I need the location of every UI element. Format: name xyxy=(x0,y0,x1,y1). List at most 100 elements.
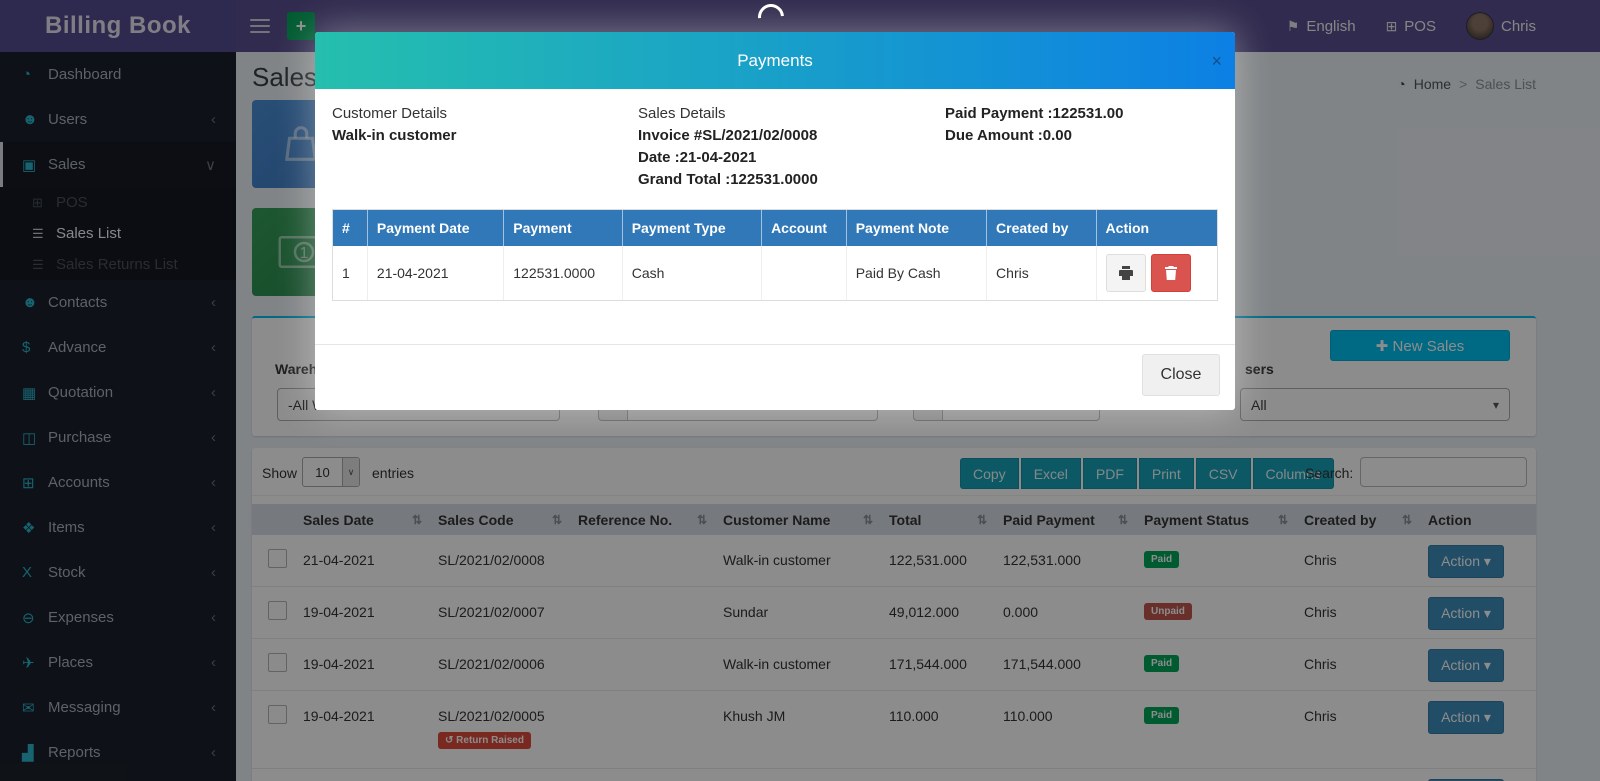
language-label: English xyxy=(1306,17,1356,35)
row-action-button[interactable]: Action ▾ xyxy=(1428,597,1504,630)
column-header-sales-date[interactable]: Sales Date ⇅ xyxy=(303,511,422,528)
export-excel-button[interactable]: Excel xyxy=(1020,458,1081,489)
row-action-button[interactable]: Action ▾ xyxy=(1428,545,1504,578)
sidebar-item-stock[interactable]: X Stock ‹ xyxy=(22,564,216,581)
paid-payment-cell: 110.000 xyxy=(1003,708,1053,724)
language-menu[interactable]: ⚑ English xyxy=(1287,18,1356,35)
export-columns-button[interactable]: Columns xyxy=(1252,458,1334,489)
calendar-icon: ▦ xyxy=(22,384,37,402)
export-csv-button[interactable]: CSV xyxy=(1195,458,1251,489)
total-cell: 171,544.000 xyxy=(889,656,967,672)
customer-details-heading: Customer Details xyxy=(332,105,448,122)
column-header-payment-status[interactable]: Payment Status ⇅ xyxy=(1144,511,1288,528)
chevron-icon: ‹ xyxy=(211,744,216,761)
breadcrumb-home[interactable]: Home xyxy=(1413,76,1452,92)
payment-status-cell: Paid xyxy=(1136,691,1296,768)
return-icon: ↺ xyxy=(445,735,457,746)
column-header-sales-code[interactable]: Sales Code ⇅ xyxy=(438,511,562,528)
sidebar-item-accounts[interactable]: ⊞ Accounts ‹ xyxy=(22,474,216,492)
export-pdf-button[interactable]: PDF xyxy=(1082,458,1137,489)
column-header-customer-name[interactable]: Customer Name ⇅ xyxy=(723,511,873,528)
box-icon: ◫ xyxy=(22,429,37,447)
new-sales-button[interactable]: ✚ New Sales xyxy=(1330,330,1510,361)
dashboard-icon: ◔ xyxy=(22,66,32,83)
sidebar-item-items[interactable]: ❖ Items ‹ xyxy=(22,519,216,537)
chevron-icon: ‹ xyxy=(211,429,216,446)
column-header-paid-payment[interactable]: Paid Payment ⇅ xyxy=(1003,511,1128,528)
export-button-group: Copy Excel PDF Print CSV Columns xyxy=(960,458,1334,489)
sidebar-item-sales[interactable]: ▣ Sales ∨ xyxy=(0,142,236,187)
paid-payment-cell: 171,544.000 xyxy=(1003,656,1081,672)
customer-name-cell: Sundar xyxy=(723,604,769,620)
delete-payment-button[interactable] xyxy=(1150,254,1191,292)
export-copy-button[interactable]: Copy xyxy=(960,458,1019,489)
row-action-button[interactable]: Action ▾ xyxy=(1428,779,1504,781)
page-size-select[interactable]: 10 ∨ xyxy=(302,457,360,487)
payment-action-cell xyxy=(1097,246,1217,300)
payment-row: 1 21-04-2021 122531.0000 Cash Paid By Cash Ch… xyxy=(333,246,1217,300)
column-header-created-by[interactable]: Created by ⇅ xyxy=(1304,511,1412,528)
row-checkbox[interactable] xyxy=(268,549,287,568)
payments-column-payment-note: Payment Note xyxy=(847,210,988,246)
sidebar-item-messaging[interactable]: ✉ Messaging ‹ xyxy=(22,699,216,717)
sidebar-item-contacts[interactable]: ☻ Contacts ‹ xyxy=(22,294,216,311)
row-checkbox[interactable] xyxy=(268,705,287,724)
chevron-icon: ‹ xyxy=(211,294,216,311)
print-payment-button[interactable] xyxy=(1105,254,1146,292)
sidebar-item-expenses[interactable]: ⊖ Expenses ‹ xyxy=(22,609,216,627)
hourglass-icon: X xyxy=(22,564,33,581)
row-checkbox[interactable] xyxy=(268,601,287,620)
paid-payment: Paid Payment :122531.00 xyxy=(945,105,1124,122)
total-cell: 110.000 xyxy=(889,708,939,724)
breadcrumb-current: Sales List xyxy=(1475,76,1536,92)
pos-icon: ⊞ xyxy=(1385,17,1398,34)
user-menu[interactable]: Chris xyxy=(1465,12,1536,40)
customer-details-block: Customer Details Walk-in customer xyxy=(332,105,638,193)
sidebar-item-sales-returns-list[interactable]: ☰ Sales Returns List xyxy=(32,256,178,273)
row-checkbox[interactable] xyxy=(268,653,287,672)
close-icon[interactable]: × xyxy=(1211,50,1222,71)
created-by-cell: Chris xyxy=(1304,708,1337,724)
payments-modal: Payments × Customer Details Walk-in cust… xyxy=(315,32,1235,410)
sidebar-item-users[interactable]: ☻ Users ‹ xyxy=(22,111,216,128)
sidebar-item-sales-list[interactable]: ☰ Sales List xyxy=(32,225,122,242)
account-cell xyxy=(762,246,847,300)
sidebar-item-reports[interactable]: ▟ Reports ‹ xyxy=(22,744,216,762)
sidebar-item-quotation[interactable]: ▦ Quotation ‹ xyxy=(22,384,216,402)
sort-icon: ⇅ xyxy=(696,512,707,527)
caret-down-icon: ▾ xyxy=(1483,605,1491,621)
sidebar-item-pos[interactable]: ⊞ POS xyxy=(32,194,88,211)
list-icon: ☰ xyxy=(32,225,44,241)
column-header-total[interactable]: Total ⇅ xyxy=(889,511,987,528)
sidebar-submenu: ⊞ POS ☰ Sales List ☰ Sales Returns List xyxy=(0,187,236,280)
invoice-number: Invoice #SL/2021/02/0008 xyxy=(638,127,818,144)
row-action-button[interactable]: Action ▾ xyxy=(1428,649,1504,682)
chevron-icon: ‹ xyxy=(211,339,216,356)
close-button[interactable]: Close xyxy=(1142,354,1220,396)
sidebar-item-dashboard[interactable]: ◔ Dashboard xyxy=(22,66,122,83)
sidebar-toggle-icon[interactable] xyxy=(250,15,270,37)
chevron-icon: ‹ xyxy=(211,474,216,491)
users-select[interactable]: All ▾ xyxy=(1240,388,1510,421)
sidebar-item-places[interactable]: ✈ Places ‹ xyxy=(22,654,216,672)
pos-label: POS xyxy=(1404,17,1436,35)
search-label: Search: xyxy=(1305,465,1354,481)
sort-icon: ⇅ xyxy=(862,512,873,527)
payment-type-cell: Cash xyxy=(623,246,763,300)
search-input[interactable] xyxy=(1360,457,1527,487)
export-print-button[interactable]: Print xyxy=(1138,458,1194,489)
sales-code-cell: SL/2021/02/0008 xyxy=(438,552,545,568)
envelope-icon: ✉ xyxy=(22,699,35,717)
modal-title: Payments xyxy=(737,50,813,70)
quick-add-button[interactable]: + xyxy=(287,12,315,40)
sales-table-body: 21-04-2021 SL/2021/02/0008 Walk-in custome… xyxy=(252,535,1536,781)
table-row: 19-04-2021 SL/2021/02/0005 ↺ Return Raised… xyxy=(252,691,1536,769)
pos-link[interactable]: ⊞ POS xyxy=(1386,18,1436,35)
sidebar-item-advance[interactable]: $ Advance ‹ xyxy=(22,339,216,356)
column-header-reference-no[interactable]: Reference No. ⇅ xyxy=(578,511,707,528)
caret-down-icon: ▾ xyxy=(1483,709,1491,725)
row-action-button[interactable]: Action ▾ xyxy=(1428,701,1504,734)
sidebar-item-purchase[interactable]: ◫ Purchase ‹ xyxy=(22,429,216,447)
payments-table-header: # Payment Date Payment Payment Type Account P… xyxy=(333,210,1217,246)
navbar-right: ⚑ English ⊞ POS Chris xyxy=(1287,12,1536,40)
